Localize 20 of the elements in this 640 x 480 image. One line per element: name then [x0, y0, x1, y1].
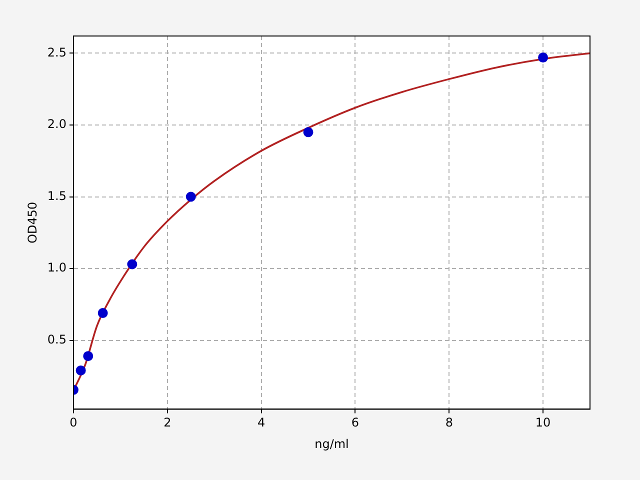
point: [186, 192, 196, 202]
y-tick-label: 2.0: [47, 117, 66, 132]
x-axis-title: ng/ml: [314, 436, 349, 451]
point: [83, 351, 94, 362]
x-tick-label: 0: [70, 416, 78, 430]
y-tick-label: 2.5: [47, 45, 66, 60]
x-tick-label: 2: [164, 416, 172, 430]
y-tick-label: 0.5: [47, 332, 66, 346]
y-tick-label: 1.5: [47, 188, 66, 203]
point: [127, 259, 138, 270]
x-tick-label: 8: [445, 416, 453, 430]
y-axis-title: OD450: [25, 202, 40, 244]
point: [98, 308, 108, 318]
x-tick-label: 10: [535, 416, 551, 430]
x-tick-label: 4: [257, 416, 266, 430]
point: [76, 365, 86, 376]
y-tick-label: 1.0: [47, 260, 66, 275]
point: [538, 52, 548, 63]
point: [303, 127, 314, 138]
x-tick-label: 6: [351, 416, 360, 430]
